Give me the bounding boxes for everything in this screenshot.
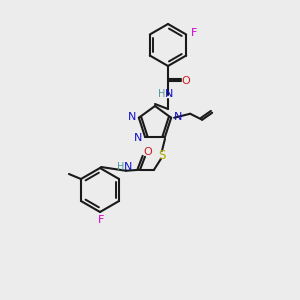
- Text: H: H: [158, 89, 166, 99]
- Text: H: H: [117, 162, 125, 172]
- Text: F: F: [191, 28, 197, 38]
- Text: S: S: [158, 149, 166, 162]
- Text: N: N: [134, 133, 142, 143]
- Text: N: N: [174, 112, 182, 122]
- Text: N: N: [165, 89, 173, 99]
- Text: N: N: [124, 162, 132, 172]
- Text: N: N: [128, 112, 136, 122]
- Text: F: F: [98, 215, 104, 225]
- Text: O: O: [144, 147, 152, 157]
- Text: O: O: [182, 76, 190, 86]
